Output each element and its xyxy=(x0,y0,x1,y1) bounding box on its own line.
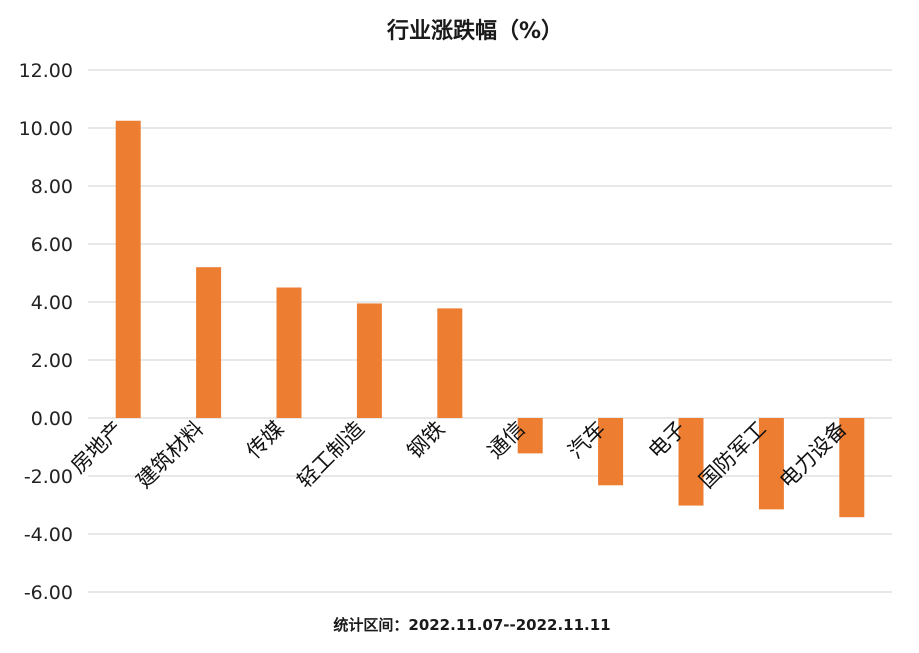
y-tick-label: 4.00 xyxy=(31,292,73,314)
bar-1 xyxy=(196,267,222,418)
bar-7 xyxy=(678,418,704,506)
bar-6 xyxy=(598,418,624,486)
chart-title: 行业涨跌幅（%） xyxy=(386,18,563,44)
x-category-label: 钢铁 xyxy=(403,417,450,464)
chart-footnote: 统计区间：2022.11.07--2022.11.11 xyxy=(333,616,610,634)
x-category-label: 轻工制造 xyxy=(293,417,369,493)
bar-2 xyxy=(276,287,302,418)
bar-8 xyxy=(758,418,784,510)
bar-5 xyxy=(517,418,543,454)
x-category-label: 传媒 xyxy=(242,417,289,464)
x-category-label: 房地产 xyxy=(66,417,128,479)
bar-9 xyxy=(839,418,865,518)
bar-0 xyxy=(115,120,141,418)
y-tick-label: 6.00 xyxy=(31,234,73,256)
y-tick-label: -6.00 xyxy=(24,582,73,604)
x-category-label: 建筑材料 xyxy=(132,417,208,493)
y-tick-label: -2.00 xyxy=(24,466,73,488)
y-tick-label: 10.00 xyxy=(19,118,73,140)
y-tick-label: 0.00 xyxy=(31,408,73,430)
bar-4 xyxy=(437,308,463,418)
bar-3 xyxy=(356,303,382,418)
y-tick-label: 8.00 xyxy=(31,176,73,198)
y-tick-label: -4.00 xyxy=(24,524,73,546)
y-tick-label: 2.00 xyxy=(31,350,73,372)
y-tick-label: 12.00 xyxy=(19,60,73,82)
